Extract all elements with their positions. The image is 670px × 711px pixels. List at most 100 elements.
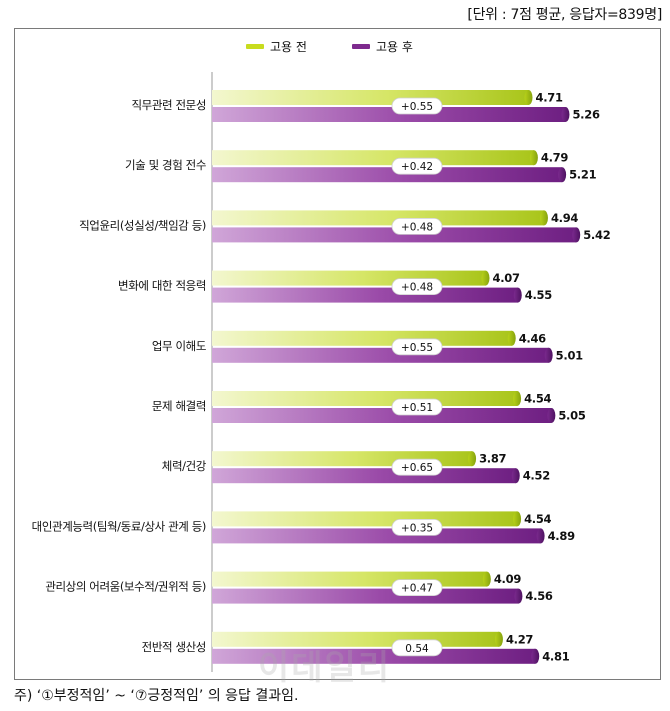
difference-label: 0.54 [405, 643, 429, 655]
difference-badge [391, 579, 443, 596]
bar-cap-after [561, 107, 570, 122]
bar-cap-before [468, 451, 477, 467]
footnote: 주) ‘①부정적임’ ~ ‘⑦긍정적임’ 의 응답 결과임. [14, 688, 299, 704]
bar-cap-after [558, 167, 567, 183]
bar-before [212, 571, 487, 587]
bar-cap-after [531, 648, 540, 664]
watermark: 이데일리 [258, 648, 392, 688]
difference-badge [391, 97, 443, 115]
category-label: 대인관계능력(팀웍/동료/상사 관계 등) [32, 519, 206, 533]
category-label: 전반적 생산성 [142, 640, 206, 654]
bar-cap-after [536, 528, 545, 544]
legend: 고용 전 고용 후 [0, 38, 670, 56]
bar-after [212, 107, 566, 122]
bar-cap-after [572, 227, 581, 243]
data-label-before: 4.79 [541, 151, 568, 165]
bar-cap-after [547, 408, 556, 423]
category-label: 관리상의 어려움(보수적/권위적 등) [45, 580, 206, 594]
legend-label-after: 고용 후 [376, 40, 413, 54]
difference-badge [391, 639, 443, 657]
bar-after [212, 287, 518, 303]
data-label-before: 4.71 [536, 91, 563, 105]
data-label-after: 4.52 [523, 469, 550, 483]
chart-frame [14, 28, 661, 680]
bar-after [212, 588, 519, 604]
difference-label: +0.48 [401, 282, 433, 294]
data-label-after: 4.81 [542, 649, 569, 663]
difference-label: +0.35 [401, 522, 433, 534]
legend-swatch-after [352, 44, 370, 49]
category-label: 문제 해결력 [152, 399, 206, 413]
data-label-before: 4.09 [494, 572, 521, 586]
legend-swatch-before [246, 44, 264, 49]
bar-cap-before [482, 571, 491, 587]
bar-cap-before [507, 330, 516, 346]
unit-note: [단위 : 7점 평균, 응답자=839명] [467, 7, 662, 23]
bar-after [212, 227, 577, 243]
legend-label-before: 고용 전 [270, 40, 307, 54]
difference-badge [391, 278, 443, 296]
difference-badge [391, 398, 443, 416]
bar-before [212, 270, 486, 286]
difference-label: +0.65 [401, 462, 433, 474]
bar-before [212, 511, 518, 527]
data-label-before: 4.54 [524, 512, 551, 526]
category-label: 직업윤리(성실성/책임감 등) [79, 218, 206, 232]
data-label-before: 3.87 [479, 452, 506, 466]
legend-item-after: 고용 후 [352, 38, 413, 55]
bar-before [212, 90, 529, 105]
data-label-after: 4.56 [525, 589, 552, 603]
bar-after [212, 167, 563, 183]
bar-after [212, 347, 549, 363]
data-label-after: 5.21 [569, 168, 596, 182]
category-label: 변화에 대한 적응력 [118, 279, 206, 293]
bar-after [212, 528, 541, 544]
bar-before [212, 330, 512, 346]
legend-item-before: 고용 전 [246, 38, 307, 55]
bar-after [212, 408, 552, 423]
category-label: 기술 및 경험 전수 [125, 158, 206, 172]
difference-badge [391, 217, 443, 235]
data-label-before: 4.46 [519, 331, 546, 345]
data-label-after: 5.01 [556, 348, 583, 362]
bar-cap-before [513, 511, 522, 527]
bar-cap-after [544, 347, 553, 363]
data-label-after: 4.89 [548, 529, 575, 543]
bar-before [212, 210, 544, 226]
difference-badge [391, 458, 443, 476]
category-label: 업무 이해도 [152, 339, 206, 353]
category-label: 직무관련 전문성 [131, 98, 206, 112]
bar-after [212, 648, 536, 664]
bar-cap-before [524, 90, 533, 105]
data-label-after: 5.05 [558, 409, 585, 423]
category-label: 체력/건강 [162, 459, 207, 473]
bar-before [212, 391, 518, 406]
bar-cap-before [513, 391, 522, 406]
bar-cap-before [481, 270, 490, 286]
data-label-after: 4.55 [525, 288, 552, 302]
data-label-before: 4.94 [551, 211, 578, 225]
data-label-after: 5.26 [572, 108, 599, 122]
data-label-before: 4.27 [506, 632, 533, 646]
bar-cap-before [539, 210, 548, 226]
difference-label: +0.42 [401, 161, 433, 173]
bar-cap-after [513, 287, 522, 303]
bar-cap-before [529, 150, 538, 166]
difference-label: +0.47 [401, 583, 433, 595]
data-label-before: 4.07 [493, 271, 520, 285]
bar-cap-after [514, 588, 523, 604]
bar-cap-before [494, 631, 503, 647]
difference-label: +0.55 [401, 101, 433, 113]
difference-badge [391, 519, 443, 536]
data-label-after: 5.42 [583, 228, 610, 242]
difference-label: +0.51 [401, 402, 433, 414]
bar-before [212, 150, 534, 166]
bar-after [212, 468, 516, 484]
difference-label: +0.48 [401, 221, 433, 233]
difference-label: +0.55 [401, 342, 433, 354]
difference-badge [391, 338, 443, 356]
data-label-before: 4.54 [524, 392, 551, 406]
bar-cap-after [511, 468, 520, 484]
difference-badge [391, 157, 443, 175]
